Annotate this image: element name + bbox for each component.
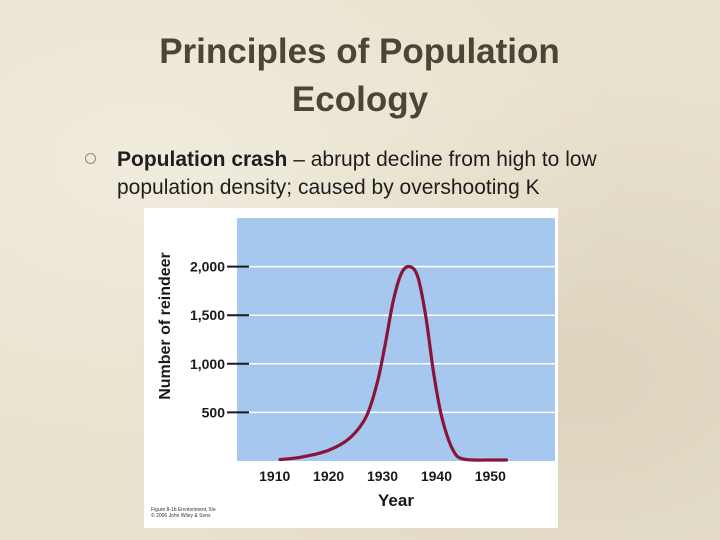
title-line-1: Principles of Population: [159, 32, 560, 71]
y-tick-label: 2,000: [190, 259, 225, 275]
reindeer-population-chart: 500 1,000 1,500 2,000 1910 1920 1930 1940 1950 …: [144, 208, 558, 528]
x-tick-label: 1950: [475, 468, 506, 484]
y-axis-label: Number of reindeer: [157, 252, 174, 400]
circle-bullet-icon: [85, 153, 96, 164]
slide-title: Principles of Population Ecology: [0, 28, 720, 124]
y-tick-label: 1,000: [190, 356, 225, 372]
x-tick-label: 1930: [367, 468, 398, 484]
y-tick-label: 1,500: [190, 307, 225, 323]
bullet-term: Population crash: [117, 148, 288, 171]
x-tick-label: 1940: [421, 468, 452, 484]
y-tick-label: 500: [202, 404, 226, 420]
bullet-text: Population crash – abrupt decline from h…: [117, 146, 677, 202]
figure-credit-line-2: © 2006 John Wiley & Sons: [151, 513, 211, 519]
figure-credit: Figure 8-1b Environment, 5/e © 2006 John…: [151, 507, 216, 519]
bullet-definition: – abrupt decline from high to low popula…: [117, 148, 597, 199]
x-tick-label: 1920: [313, 468, 344, 484]
x-axis-label: Year: [378, 491, 414, 510]
plot-area: [237, 218, 555, 461]
title-line-2: Ecology: [291, 80, 429, 119]
figure-credit-line-1: Figure 8-1b Environment, 5/e: [151, 507, 216, 513]
x-tick-label: 1910: [259, 468, 290, 484]
population-curve: [278, 264, 509, 462]
